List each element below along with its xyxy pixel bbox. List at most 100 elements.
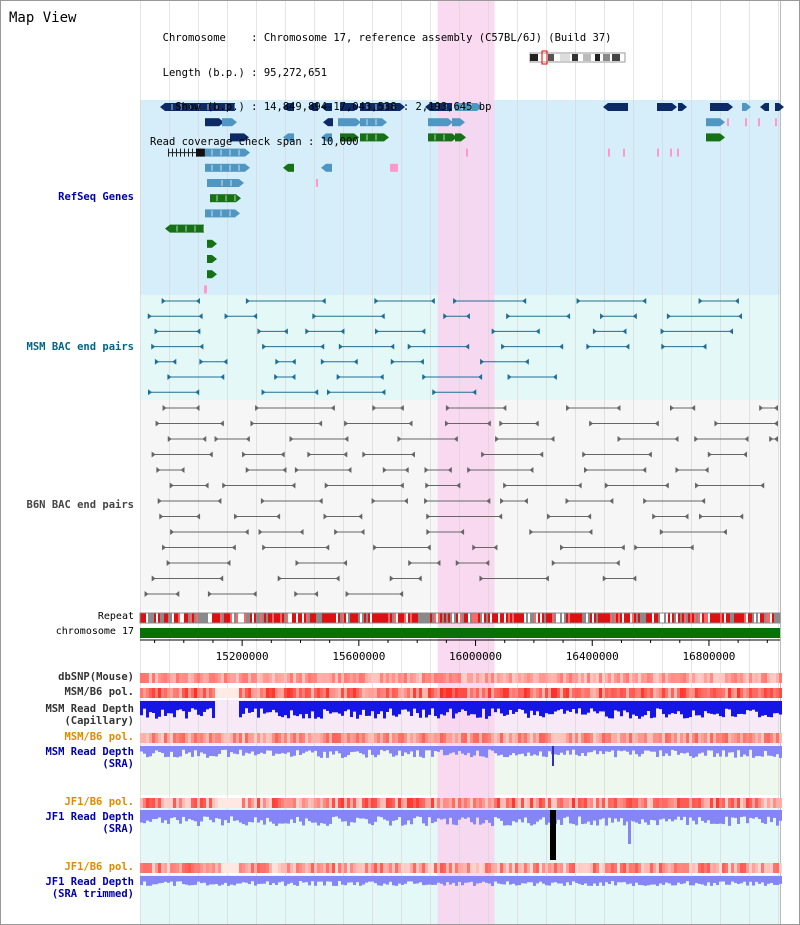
msm-b6-pol-strip-cell xyxy=(575,688,578,698)
track-label-jf1-depth-sra-1[interactable]: JF1 Read Depth xyxy=(45,811,134,823)
jf1-sra-depth-bar xyxy=(677,810,680,817)
track-label-jf1-b6-pol-1[interactable]: JF1/B6 pol. xyxy=(64,796,134,808)
msm-bac-pair-end xyxy=(374,298,379,304)
gene-arrow xyxy=(321,163,326,172)
gene-feature xyxy=(455,133,461,142)
msm-cap-depth-bar xyxy=(536,701,539,712)
msm-bac-pair-end xyxy=(199,358,204,365)
jf1-b6-pol2-strip-cell xyxy=(194,863,197,873)
b6n-bac-pair-end xyxy=(334,529,339,535)
repeat-segment xyxy=(560,613,562,623)
repeat-segment xyxy=(476,613,478,623)
dbsnp-strip-cell xyxy=(239,673,242,683)
jf1-sra-depth-bar xyxy=(413,810,416,819)
msm-b6-pol2-strip-cell xyxy=(695,733,698,743)
jf1-b6-pol2-strip-cell xyxy=(413,863,416,873)
jf1-trim-depth-bar xyxy=(383,876,386,884)
jf1-b6-pol2-strip-cell xyxy=(317,863,320,873)
jf1-trim-depth-bar xyxy=(743,876,746,882)
track-label-dbsnp[interactable]: dbSNP(Mouse) xyxy=(58,671,134,683)
jf1-b6-pol2-strip-cell xyxy=(443,863,446,873)
msm-b6-pol2-strip-cell xyxy=(269,733,272,743)
msm-cap-depth-bar xyxy=(392,701,395,716)
jf1-b6-pol2-strip-cell xyxy=(398,863,401,873)
jf1-b6-pol2-strip-cell xyxy=(158,863,161,873)
track-label-msm-depth-capillary-1[interactable]: MSM Read Depth xyxy=(45,703,134,715)
msm-b6-pol2-strip-cell xyxy=(326,733,329,743)
dbsnp-strip-cell xyxy=(554,673,557,683)
repeat-segment xyxy=(680,613,682,623)
jf1-b6-pol-strip-cell xyxy=(713,798,716,808)
msm-cap-depth-bar xyxy=(299,701,302,715)
msm-sra-depth-bar xyxy=(278,746,281,754)
msm-bac-pair-end xyxy=(375,328,380,335)
jf1-b6-pol-strip-cell xyxy=(602,798,605,808)
gene-feature xyxy=(670,148,672,157)
jf1-b6-pol-strip-cell xyxy=(530,798,533,808)
jf1-sra-depth-bar xyxy=(527,810,530,824)
msm-sra-depth-bar xyxy=(431,746,434,757)
msm-b6-pol2-strip-cell xyxy=(629,733,632,743)
msm-b6-pol2-strip-cell xyxy=(674,733,677,743)
jf1-b6-pol-strip-cell xyxy=(509,798,512,808)
track-label-b6n-bac[interactable]: B6N BAC end pairs xyxy=(26,499,134,511)
dbsnp-strip-cell xyxy=(752,673,755,683)
repeat-segment xyxy=(222,613,224,623)
msm-sra-depth-bar xyxy=(590,746,593,753)
jf1-b6-pol-strip-cell xyxy=(155,798,158,808)
msm-sra-depth-bar xyxy=(584,746,587,756)
b6n-bac-pair-end xyxy=(701,498,706,504)
jf1-b6-pol2-strip-cell xyxy=(296,863,299,873)
track-label-jf1-depth-trim-1[interactable]: JF1 Read Depth xyxy=(45,876,134,888)
jf1-b6-pol2-strip-cell xyxy=(245,863,248,873)
jf1-trim-depth-bar xyxy=(290,876,293,883)
msm-b6-pol-strip-cell xyxy=(305,688,308,698)
gene-arrow xyxy=(219,118,224,127)
jf1-b6-pol-strip-cell xyxy=(203,798,206,808)
repeat-segment xyxy=(262,613,264,623)
msm-b6-pol2-strip-cell xyxy=(566,733,569,743)
msm-sra-depth-bar xyxy=(635,746,638,755)
jf1-b6-pol-strip-cell xyxy=(371,798,374,808)
track-label-refseq[interactable]: RefSeq Genes xyxy=(58,191,134,203)
track-label-msm-b6-pol-1[interactable]: MSM/B6 pol. xyxy=(64,686,134,698)
msm-sra-depth-bar xyxy=(779,746,782,758)
jf1-trim-depth-bar xyxy=(167,876,170,883)
jf1-b6-pol-strip-cell xyxy=(755,798,758,808)
msm-cap-depth-bar xyxy=(680,701,683,715)
jf1-b6-pol-strip-cell xyxy=(206,798,209,808)
msm-b6-pol-strip-cell xyxy=(395,688,398,698)
jf1-sra-depth-bar xyxy=(428,810,431,818)
msm-b6-pol-strip-cell xyxy=(167,688,170,698)
msm-sra-depth-bar xyxy=(527,746,530,753)
msm-b6-pol-strip-cell xyxy=(206,688,209,698)
track-label-msm-bac[interactable]: MSM BAC end pairs xyxy=(26,341,134,353)
jf1-b6-pol2-strip-cell xyxy=(467,863,470,873)
repeat-segment xyxy=(590,613,592,623)
msm-b6-pol-strip-cell xyxy=(500,688,503,698)
track-label-jf1-b6-pol-2[interactable]: JF1/B6 pol. xyxy=(64,861,134,873)
jf1-b6-pol-strip-cell xyxy=(374,798,377,808)
track-label-msm-b6-pol-2[interactable]: MSM/B6 pol. xyxy=(64,731,134,743)
track-label-msm-depth-sra-1[interactable]: MSM Read Depth xyxy=(45,746,134,758)
jf1-b6-pol2-strip-cell xyxy=(566,863,569,873)
jf1-b6-pol2-strip-cell xyxy=(146,863,149,873)
repeat-segment xyxy=(278,613,280,623)
jf1-b6-pol-strip-cell xyxy=(191,798,194,808)
msm-b6-pol-strip-cell xyxy=(470,688,473,698)
repeat-segment xyxy=(732,613,734,623)
jf1-b6-pol2-strip-cell xyxy=(461,863,464,873)
msm-b6-pol-strip-cell xyxy=(386,688,389,698)
jf1-sra-depth-bar xyxy=(641,810,644,820)
repeat-segment xyxy=(568,613,570,623)
jf1-b6-pol2-strip-cell xyxy=(689,863,692,873)
dbsnp-strip-cell xyxy=(425,673,428,683)
msm-bac-pair-end xyxy=(566,313,571,320)
b6n-bac-pair-end xyxy=(634,544,639,551)
repeat-segment xyxy=(362,613,364,623)
msm-b6-pol-strip-cell xyxy=(419,688,422,698)
jf1-b6-pol2-strip-cell xyxy=(557,863,560,873)
msm-b6-pol-strip-cell xyxy=(587,688,590,698)
msm-b6-pol-strip-cell xyxy=(677,688,680,698)
